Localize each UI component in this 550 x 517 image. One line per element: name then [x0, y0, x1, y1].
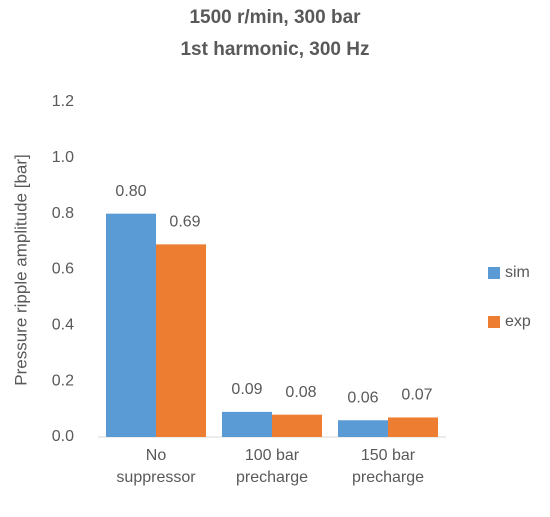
- legend-swatch: [488, 316, 500, 328]
- x-tick-label: 100 bar precharge: [235, 447, 309, 486]
- legend-label: exp: [505, 313, 531, 330]
- bar: [156, 244, 206, 437]
- bar: [272, 414, 322, 437]
- x-tick-label-box: No suppressor: [116, 447, 196, 486]
- data-label: 0.80: [115, 183, 146, 200]
- data-label: 0.09: [231, 381, 262, 398]
- bar: [388, 417, 438, 437]
- bar: [222, 411, 272, 437]
- data-label: 0.69: [169, 214, 200, 231]
- y-tick-label: 1.2: [52, 93, 74, 110]
- y-tick-label: 0.2: [52, 372, 74, 389]
- data-label: 0.06: [347, 389, 378, 406]
- bar: [106, 213, 156, 437]
- chart-subtitle: 1st harmonic, 300 Hz: [180, 39, 369, 60]
- x-tick-label-box: 150 bar precharge: [351, 447, 425, 486]
- y-tick-label: 0.4: [52, 317, 74, 334]
- y-tick-label: 0.6: [52, 261, 74, 278]
- y-tick-label: 0.0: [52, 428, 74, 445]
- chart-title: 1500 r/min, 300 bar: [189, 7, 361, 28]
- x-tick-label: No suppressor: [116, 447, 196, 486]
- legend-label: sim: [505, 264, 530, 281]
- data-label: 0.07: [401, 387, 432, 404]
- legend-swatch: [488, 267, 500, 279]
- x-tick-label-box: 100 bar precharge: [235, 447, 309, 486]
- x-tick-label: 150 bar precharge: [351, 447, 425, 486]
- data-label: 0.08: [285, 384, 316, 401]
- y-tick-label: 1.0: [52, 149, 74, 166]
- bar: [338, 420, 388, 437]
- y-axis-label: Pressure ripple amplitude [bar]: [11, 154, 30, 386]
- y-tick-label: 0.8: [52, 205, 74, 222]
